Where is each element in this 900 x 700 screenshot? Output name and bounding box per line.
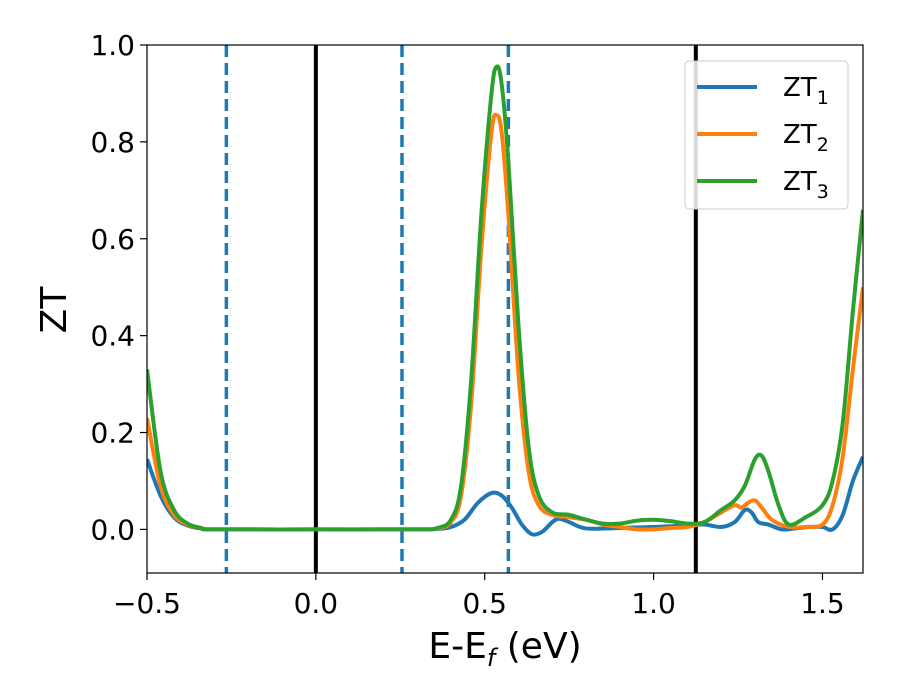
legend-label-zt3: ZT3 <box>783 167 829 203</box>
legend-label-zt2: ZT2 <box>783 120 829 156</box>
y-axis-label: ZT <box>34 286 75 334</box>
x-tick-label: 1.0 <box>631 587 676 620</box>
axis-ticks: −0.5 0.0 0.5 1.0 1.5 0.0 0.2 0.4 0.6 0.8 1.0 <box>90 29 844 620</box>
x-tick-label: 0.5 <box>462 587 507 620</box>
y-tick-label: 0.6 <box>90 223 135 256</box>
x-axis-label: E-Ef (eV) <box>428 626 581 672</box>
series-line-zt3 <box>147 64 863 532</box>
plot-frame <box>146 44 864 574</box>
x-tick-label: 1.5 <box>800 587 845 620</box>
x-tick-label: −0.5 <box>113 587 181 620</box>
y-tick-label: 0.2 <box>90 417 135 450</box>
y-tick-label: 0.4 <box>90 320 135 353</box>
legend: ZT1 ZT2 ZT3 <box>684 60 849 210</box>
series-lines <box>147 64 863 537</box>
x-tick-label: 0.0 <box>294 587 339 620</box>
y-tick-label: 0.8 <box>90 126 135 159</box>
legend-label-zt1: ZT1 <box>783 73 829 109</box>
y-tick-label: 1.0 <box>90 29 135 62</box>
y-tick-label: 0.0 <box>90 513 135 546</box>
legend-box <box>684 60 849 210</box>
